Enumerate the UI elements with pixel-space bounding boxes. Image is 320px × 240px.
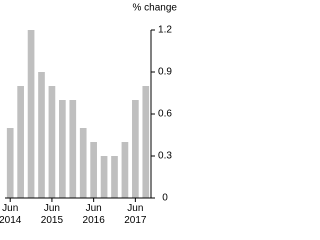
x-tick-label-line: 2014	[0, 215, 22, 226]
x-tick-label-line: Jun	[86, 203, 102, 214]
y-tick-label: 1.2	[158, 25, 172, 36]
bar	[17, 86, 24, 198]
x-tick-label: Jun 2014	[0, 203, 22, 226]
x-tick-label-line: Jun	[2, 203, 18, 214]
x-tick-label-line: Jun	[44, 203, 60, 214]
bar	[69, 100, 77, 198]
bar	[27, 30, 35, 198]
bar	[132, 100, 139, 198]
y-tick-label: 0.3	[158, 151, 172, 162]
x-tick-label-line: Jun	[127, 203, 143, 214]
x-tick-label-line: 2016	[83, 215, 106, 226]
bar	[142, 86, 150, 198]
y-tick-label: 0.6	[158, 109, 172, 120]
x-tick-label: Jun 2015	[41, 203, 64, 226]
bar	[121, 142, 129, 198]
bar	[111, 156, 118, 198]
bar	[38, 72, 45, 198]
bar	[100, 156, 108, 198]
y-axis-label: % change	[133, 3, 178, 14]
x-tick-label: Jun 2017	[124, 203, 147, 226]
y-tick-label: 0.9	[158, 67, 172, 78]
bar	[90, 142, 97, 198]
bar	[79, 128, 87, 198]
y-tick-label: 0	[162, 193, 168, 204]
bar	[6, 128, 14, 198]
bar	[48, 86, 56, 198]
x-tick-label-line: 2015	[41, 215, 64, 226]
bar	[59, 100, 66, 198]
x-tick-label: Jun 2016	[83, 203, 106, 226]
x-tick-label-line: 2017	[124, 215, 147, 226]
page: % change 0 0.3 0.6 0.9 1.2 Jun 2014 Jun 2015 Jun 2…	[0, 2, 178, 226]
